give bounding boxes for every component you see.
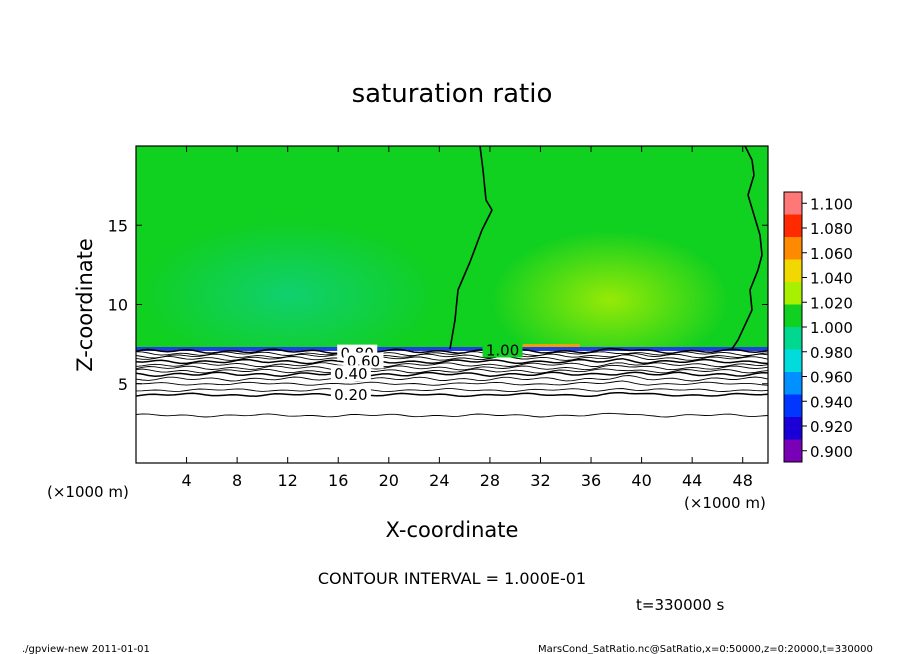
y-axis-ticks: 5 10 15 xyxy=(108,216,768,394)
plot-area: 1.000.800.600.400.20 4812162024283236404… xyxy=(108,145,769,490)
contour-line-1.00-left xyxy=(449,145,493,350)
colorbar-label: 1.080 xyxy=(810,220,853,238)
interface-band-peak xyxy=(520,344,580,347)
colorbar-swatch xyxy=(784,327,802,350)
contour-lines xyxy=(135,347,769,418)
x-tick-label: 16 xyxy=(328,471,348,490)
y-axis-label: Z-coordinate xyxy=(73,238,97,372)
field-high-ratio-patch xyxy=(490,230,730,370)
colorbar-swatch xyxy=(784,304,802,327)
x-tick-label: 24 xyxy=(429,471,449,490)
colorbar-label: 1.100 xyxy=(810,195,853,213)
colorbar-swatch xyxy=(784,417,802,440)
colorbar-swatch xyxy=(784,372,802,395)
y-tick-label: 10 xyxy=(108,296,128,315)
x-tick-label: 48 xyxy=(733,471,753,490)
contour-line xyxy=(135,357,769,365)
contour-line xyxy=(135,375,769,382)
x-tick-label: 20 xyxy=(379,471,399,490)
colorbar: 0.900 0.920 0.940 0.960 0.980 1.000 1.020 1.040… xyxy=(783,191,853,463)
y-tick-label: 15 xyxy=(108,216,128,235)
x-tick-label: 12 xyxy=(278,471,298,490)
x-tick-label: 40 xyxy=(631,471,651,490)
x-tick-label: 28 xyxy=(480,471,500,490)
interface-band xyxy=(136,347,768,351)
contour-label: 1.00 xyxy=(486,341,519,359)
colorbar-label: 0.980 xyxy=(810,344,853,362)
contour-label: 0.40 xyxy=(334,365,367,383)
contour-line xyxy=(135,371,769,378)
colorbar-swatch xyxy=(784,282,802,305)
contour-label-bg xyxy=(343,352,384,369)
x-axis-label: X-coordinate xyxy=(386,518,519,542)
contour-line xyxy=(135,347,769,354)
colorbar-label: 1.040 xyxy=(810,270,853,288)
contour-label-bg xyxy=(330,385,371,402)
colorbar-swatch xyxy=(784,259,802,282)
colorbar-label: 0.900 xyxy=(810,443,853,461)
colorbar-label: 0.960 xyxy=(810,369,853,387)
x-tick-label: 32 xyxy=(530,471,550,490)
x-unit-right: (×1000 m) xyxy=(684,494,766,512)
contour-interval-note: CONTOUR INTERVAL = 1.000E-01 xyxy=(318,569,586,588)
colorbar-label: 1.020 xyxy=(810,294,853,312)
contour-line xyxy=(135,388,769,393)
colorbar-label: 1.000 xyxy=(810,319,853,337)
x-tick-label: 36 xyxy=(581,471,601,490)
footer-left: ./gpview-new 2011-01-01 xyxy=(22,644,150,654)
contour-label-bg xyxy=(482,341,523,358)
chart-title: saturation ratio xyxy=(352,79,553,109)
contour-line xyxy=(135,354,769,361)
colorbar-swatch xyxy=(784,214,802,237)
contour-line-1.00-right xyxy=(731,145,763,350)
contour-line xyxy=(135,391,769,398)
contour-labels: 1.000.800.600.400.20 xyxy=(330,341,523,404)
contour-line xyxy=(135,351,769,357)
contour-line xyxy=(135,362,769,368)
contour-line xyxy=(135,368,769,374)
contour-line xyxy=(135,380,769,386)
contour-label-bg xyxy=(330,365,371,382)
time-label: t=330000 s xyxy=(636,596,724,614)
colorbar-label: 0.940 xyxy=(810,393,853,411)
colorbar-swatch xyxy=(784,394,802,417)
contour-line xyxy=(135,412,769,418)
contour-line xyxy=(135,364,769,371)
contour-line xyxy=(135,353,769,359)
colorbar-swatch xyxy=(784,439,802,462)
colorbar-label: 0.920 xyxy=(810,418,853,436)
field-subsaturated-region xyxy=(136,349,768,463)
contour-label: 0.20 xyxy=(334,386,367,404)
colorbar-label: 1.060 xyxy=(810,245,853,263)
x-tick-label: 4 xyxy=(181,471,191,490)
colorbar-swatch xyxy=(784,192,802,215)
footer-right: MarsCond_SatRatio.nc@SatRatio,x=0:50000,… xyxy=(538,644,873,654)
x-tick-label: 8 xyxy=(232,471,242,490)
x-unit-left: (×1000 m) xyxy=(47,483,129,501)
x-tick-label: 44 xyxy=(682,471,702,490)
colorbar-swatch xyxy=(784,349,802,372)
colorbar-swatch xyxy=(784,237,802,260)
y-tick-label: 5 xyxy=(118,375,128,394)
field-low-ratio-patch xyxy=(140,220,440,370)
x-axis-ticks: 4 8 12 16 20 24 28 32 36 40 44 48 xyxy=(181,146,753,490)
